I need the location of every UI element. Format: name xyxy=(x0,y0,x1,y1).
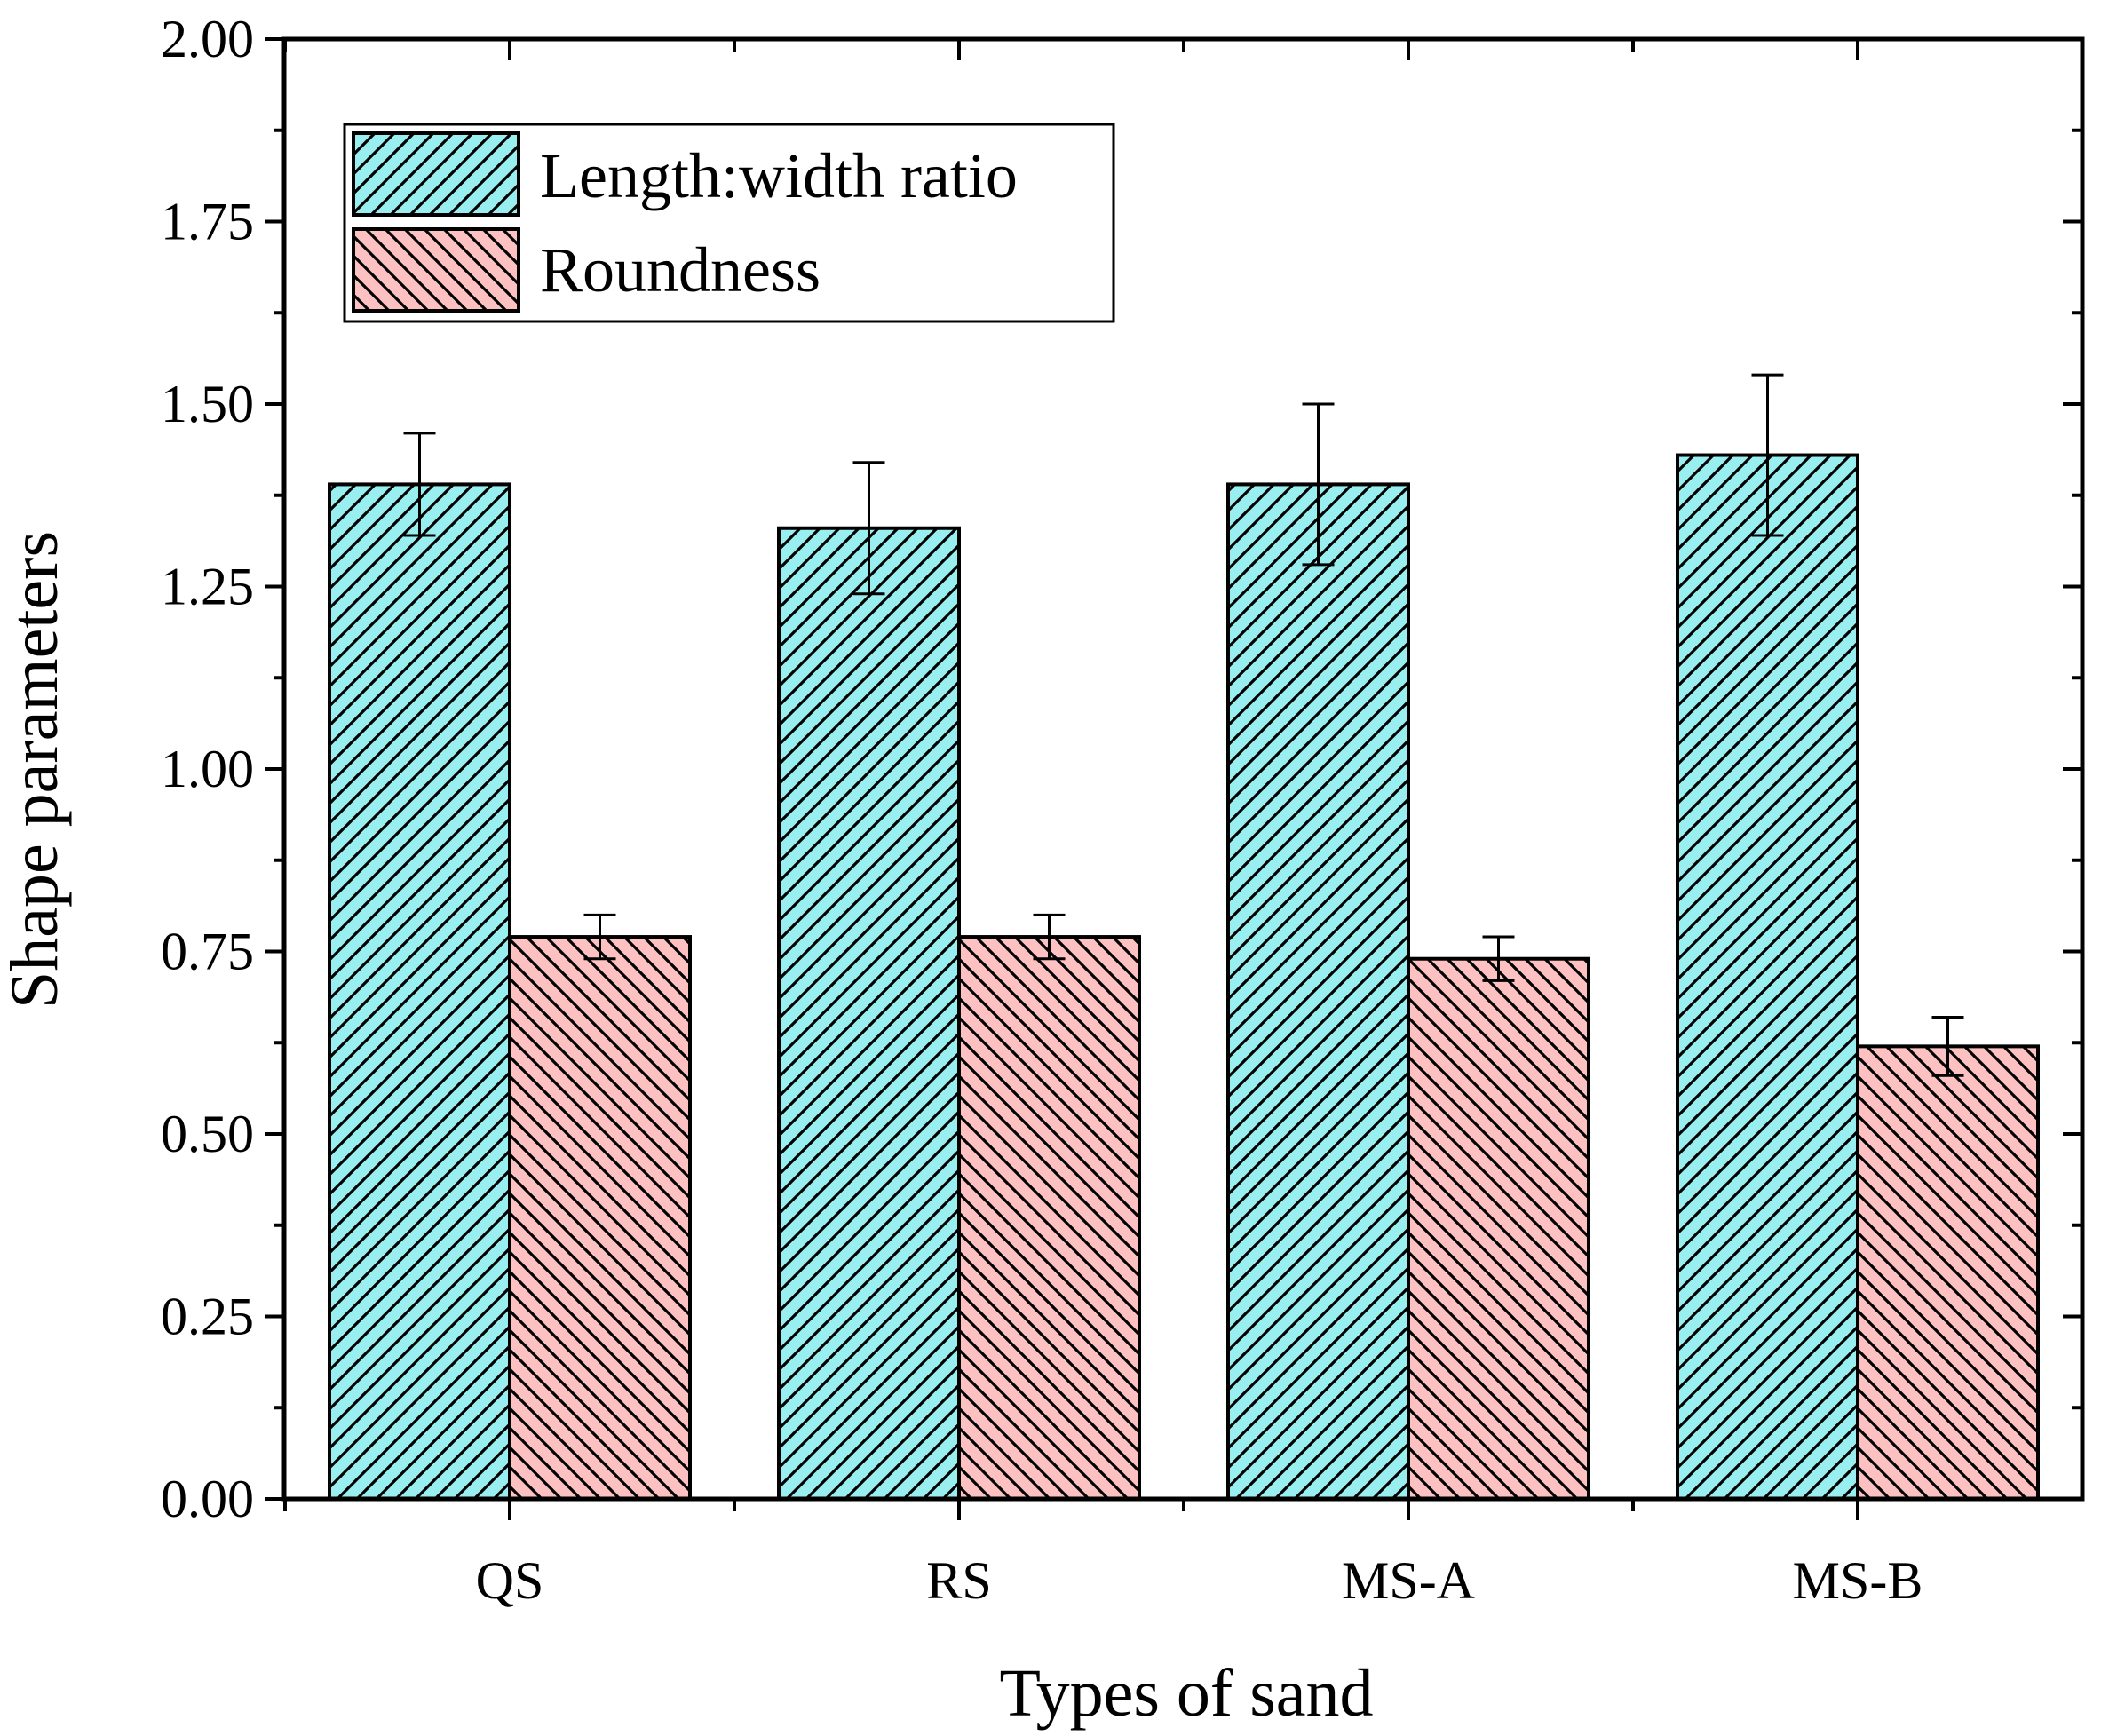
plot-area: 0.00 0.25 0.50 0.75 1.00 1.25 1.50 1.75 2.00 QS RS… xyxy=(161,10,2085,1610)
y-tick-label: 1.75 xyxy=(161,193,254,251)
bar-length-width xyxy=(777,526,961,1501)
y-tick-label: 0.50 xyxy=(161,1105,254,1163)
bar-roundness xyxy=(957,935,1141,1502)
bar-roundness xyxy=(1407,956,1590,1501)
x-axis-title: Types of sand xyxy=(999,1656,1373,1731)
y-tick-label: 1.25 xyxy=(161,558,254,616)
plot-frame xyxy=(281,36,2085,1502)
legend: Length:width ratio Roundness xyxy=(343,123,1115,323)
bar-length-width xyxy=(1676,453,1859,1501)
bar-length-width xyxy=(1226,482,1410,1501)
x-category-label: MS-A xyxy=(1342,1551,1475,1610)
y-tick-label: 2.00 xyxy=(161,10,254,68)
bar-length-width xyxy=(328,482,511,1501)
y-tick-label: 0.75 xyxy=(161,923,254,981)
legend-swatch-roundness xyxy=(352,227,520,313)
y-tick-label: 1.50 xyxy=(161,375,254,433)
y-tick-label: 0.00 xyxy=(161,1470,254,1528)
x-category-label: QS xyxy=(476,1551,544,1610)
x-category-label: RS xyxy=(926,1551,991,1610)
y-tick-label: 1.00 xyxy=(161,740,254,798)
legend-label-roundness: Roundness xyxy=(540,234,821,305)
legend-label-length-width: Length:width ratio xyxy=(540,140,1018,211)
y-tick-label: 0.25 xyxy=(161,1288,254,1346)
y-axis-title: Shape parameters xyxy=(0,531,72,1009)
bar-roundness xyxy=(508,935,692,1502)
x-category-label: MS-B xyxy=(1793,1551,1923,1610)
legend-swatch-length-width xyxy=(352,131,520,217)
bar-roundness xyxy=(1856,1044,2040,1501)
